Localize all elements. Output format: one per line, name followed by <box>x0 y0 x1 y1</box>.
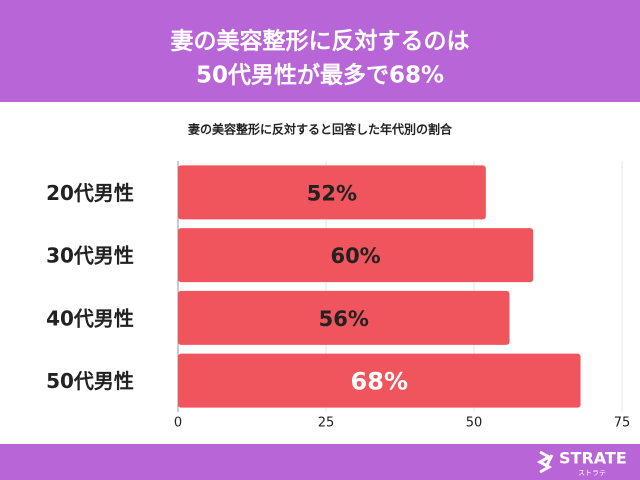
header-band <box>0 0 640 102</box>
footer-band <box>0 444 640 480</box>
bar <box>178 165 486 220</box>
y-tick-label: 40代男性 <box>46 306 134 330</box>
x-tick-label: 75 <box>614 416 631 431</box>
x-tick-label: 50 <box>466 416 483 431</box>
logo-kana: ストラテ <box>578 469 606 477</box>
y-tick-label: 20代男性 <box>46 181 134 205</box>
bar <box>178 228 534 283</box>
chart-title-line: 妻の美容整形に反対するのは <box>171 28 470 55</box>
logo-name: STRATE <box>559 449 627 468</box>
x-tick-label: 25 <box>318 416 335 431</box>
value-label: 52% <box>307 181 357 205</box>
chart-subtitle: 妻の美容整形に反対すると回答した年代別の割合 <box>188 122 453 137</box>
y-tick-label: 30代男性 <box>46 244 134 268</box>
logo-icon <box>536 450 554 474</box>
logo: STRATE ストラテ <box>536 449 627 477</box>
bar <box>178 353 581 408</box>
chart-title-line: 50代男性が最多で68% <box>196 62 444 89</box>
bar <box>178 290 510 345</box>
value-label: 60% <box>330 244 380 268</box>
value-label: 68% <box>351 368 408 396</box>
value-label: 56% <box>319 307 369 331</box>
x-tick-label: 0 <box>174 416 182 431</box>
y-tick-label: 50代男性 <box>46 369 134 393</box>
